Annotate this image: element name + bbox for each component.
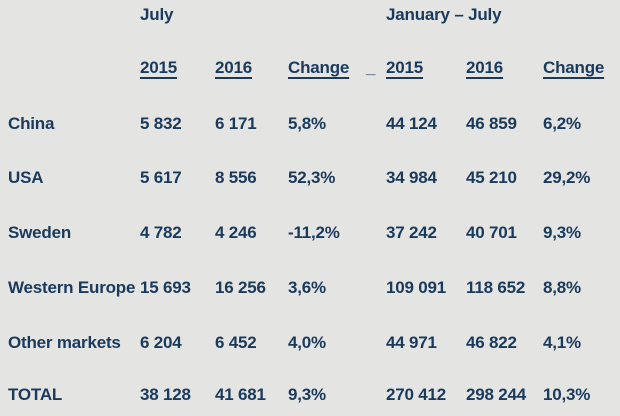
row-label: Sweden	[8, 223, 72, 242]
cell-ytd-2016: 45 210	[466, 168, 517, 187]
period-header-january-july: January – July	[386, 5, 502, 24]
cell-july-2016: 6 171	[215, 114, 257, 133]
cell-ytd-change: 29,2%	[543, 168, 591, 187]
cell-july-2015: 5 617	[140, 168, 182, 187]
table-row-western-europe: Western Europe 15 693 16 256 3,6% 109 09…	[0, 277, 620, 299]
cell-ytd-2015: 270 412	[386, 385, 447, 404]
col-header-july-change: Change	[288, 58, 350, 77]
period-header-july: July	[140, 5, 174, 24]
cell-july-change: 9,3%	[288, 385, 326, 404]
table-row-other-markets: Other markets 6 204 6 452 4,0% 44 971 46…	[0, 332, 620, 354]
col-header-ytd-2016: 2016	[466, 58, 504, 77]
cell-ytd-change: 6,2%	[543, 114, 581, 133]
col-header-ytd-2015: 2015	[386, 58, 424, 77]
table-row-china: China 5 832 6 171 5,8% 44 124 46 859 6,2…	[0, 113, 620, 135]
cell-july-2016: 8 556	[215, 168, 257, 187]
cell-ytd-2016: 40 701	[466, 223, 517, 242]
cell-ytd-change: 8,8%	[543, 278, 581, 297]
col-header-july-2016: 2016	[215, 58, 253, 77]
cell-ytd-2016: 118 652	[466, 278, 526, 297]
table-row-sweden: Sweden 4 782 4 246 -11,2% 37 242 40 701 …	[0, 222, 620, 244]
cell-july-change: -11,2%	[288, 223, 340, 242]
cell-july-change: 5,8%	[288, 114, 326, 133]
row-label: TOTAL	[8, 385, 63, 404]
cell-ytd-2016: 46 859	[466, 114, 517, 133]
column-header-row: 2015 2016 Change _ 2015 2016 Change	[0, 57, 620, 79]
cell-ytd-change: 4,1%	[543, 333, 581, 352]
cell-ytd-2016: 298 244	[466, 385, 527, 404]
cell-july-2015: 38 128	[140, 385, 191, 404]
row-label: China	[8, 114, 55, 133]
cell-ytd-2015: 109 091	[386, 278, 447, 297]
cell-ytd-change: 10,3%	[543, 385, 591, 404]
table-row-usa: USA 5 617 8 556 52,3% 34 984 45 210 29,2…	[0, 167, 620, 189]
cell-july-2015: 6 204	[140, 333, 182, 352]
header-separator-underscore: _	[366, 58, 376, 77]
cell-july-2015: 5 832	[140, 114, 182, 133]
cell-july-2016: 41 681	[215, 385, 266, 404]
col-header-ytd-change: Change	[543, 58, 605, 77]
cell-ytd-2016: 46 822	[466, 333, 517, 352]
row-label: Western Europe	[8, 278, 136, 297]
col-header-july-2015: 2015	[140, 58, 178, 77]
cell-july-change: 4,0%	[288, 333, 326, 352]
cell-ytd-2015: 37 242	[386, 223, 437, 242]
row-label: Other markets	[8, 333, 121, 352]
cell-july-2015: 15 693	[140, 278, 191, 297]
row-label: USA	[8, 168, 44, 187]
cell-july-change: 52,3%	[288, 168, 336, 187]
cell-july-2016: 6 452	[215, 333, 257, 352]
cell-july-change: 3,6%	[288, 278, 326, 297]
cell-ytd-2015: 44 124	[386, 114, 437, 133]
cell-ytd-2015: 44 971	[386, 333, 437, 352]
table-row-total: TOTAL 38 128 41 681 9,3% 270 412 298 244…	[0, 384, 620, 406]
period-header-row: July January – July	[0, 4, 620, 26]
cell-july-2016: 4 246	[215, 223, 257, 242]
cell-ytd-change: 9,3%	[543, 223, 581, 242]
cell-july-2015: 4 782	[140, 223, 182, 242]
cell-ytd-2015: 34 984	[386, 168, 437, 187]
cell-july-2016: 16 256	[215, 278, 266, 297]
